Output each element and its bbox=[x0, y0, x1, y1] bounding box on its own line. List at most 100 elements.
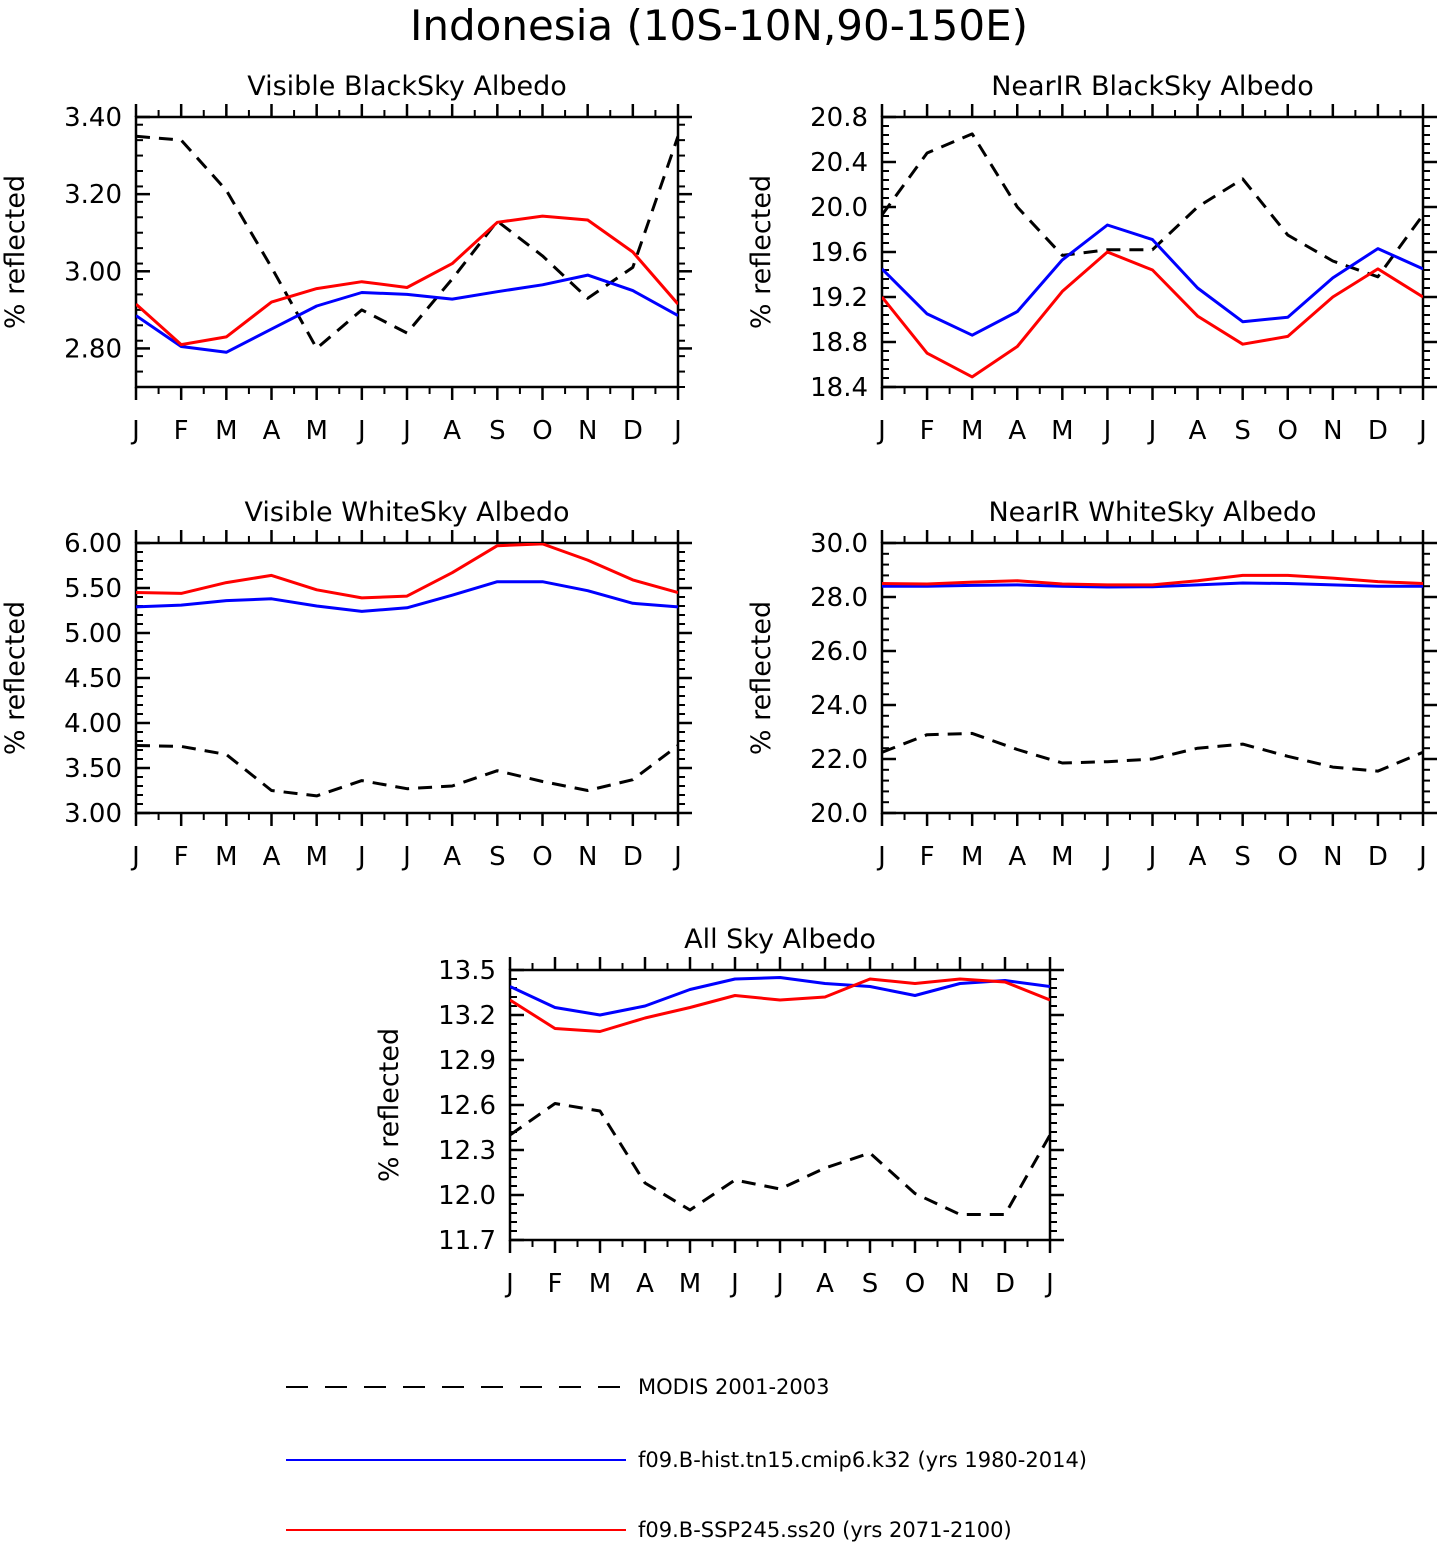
panel-title: Visible WhiteSky Albedo bbox=[244, 497, 569, 528]
x-tick-label: M bbox=[589, 1269, 611, 1299]
panel-title: Visible BlackSky Albedo bbox=[247, 71, 567, 102]
legend-item-f09-b-hist-tn15-cmip6-k32-yrs-1980-2014: f09.B-hist.tn15.cmip6.k32 (yrs 1980-2014… bbox=[286, 1448, 1087, 1472]
x-tick-label: A bbox=[263, 416, 281, 446]
series-line-f09-b-hist-tn15-cmip6-k32-yrs-1980-2014 bbox=[136, 580, 678, 613]
y-tick-label: 4.00 bbox=[64, 709, 122, 739]
x-tick-label: M bbox=[961, 842, 983, 872]
series-line-f09-b-ssp245-ss20-yrs-2071-2100 bbox=[136, 543, 678, 600]
series-line-f09-b-ssp245-ss20-yrs-2071-2100 bbox=[882, 250, 1423, 379]
y-tick-label: 13.5 bbox=[438, 956, 496, 986]
y-tick-label: 13.2 bbox=[438, 1001, 496, 1031]
y-tick-label: 5.50 bbox=[64, 574, 122, 604]
x-tick-label: J bbox=[1147, 416, 1157, 446]
x-tick-label: S bbox=[489, 842, 506, 872]
x-tick-label: M bbox=[1051, 842, 1073, 872]
x-tick-label: A bbox=[263, 842, 281, 872]
x-tick-label: J bbox=[401, 842, 411, 872]
y-tick-label: 28.0 bbox=[810, 583, 868, 613]
legend: MODIS 2001-2003 f09.B-hist.tn15.cmip6.k32… bbox=[286, 1375, 1087, 1542]
plot-frame bbox=[508, 968, 1052, 1242]
panel-title: NearIR BlackSky Albedo bbox=[991, 71, 1314, 102]
x-tick-label: F bbox=[174, 416, 189, 446]
series-line-f09-b-hist-tn15-cmip6-k32-yrs-1980-2014 bbox=[136, 273, 678, 354]
y-tick-label: 3.40 bbox=[64, 103, 122, 133]
figure-title: Indonesia (10S-10N,90-150E) bbox=[410, 1, 1028, 50]
x-tick-label: O bbox=[905, 1269, 925, 1299]
series-line-f09-b-hist-tn15-cmip6-k32-yrs-1980-2014 bbox=[882, 223, 1423, 337]
panel-title: NearIR WhiteSky Albedo bbox=[988, 497, 1316, 528]
y-tick-label: 18.4 bbox=[810, 373, 868, 403]
x-tick-label: O bbox=[532, 416, 552, 446]
y-tick-label: 11.7 bbox=[438, 1226, 496, 1256]
series-line-modis-2001-2003 bbox=[882, 731, 1423, 773]
x-tick-label: J bbox=[1044, 1269, 1054, 1299]
y-axis-label: % reflected bbox=[746, 175, 777, 329]
x-tick-label: S bbox=[1234, 842, 1251, 872]
y-tick-label: 18.8 bbox=[810, 328, 868, 358]
x-tick-label: A bbox=[1189, 416, 1207, 446]
legend-label: MODIS 2001-2003 bbox=[638, 1375, 829, 1399]
legend-item-modis-2001-2003: MODIS 2001-2003 bbox=[286, 1375, 829, 1399]
x-tick-label: O bbox=[1278, 842, 1298, 872]
y-tick-label: 4.50 bbox=[64, 664, 122, 694]
x-tick-label: J bbox=[1102, 842, 1112, 872]
x-tick-label: A bbox=[443, 842, 461, 872]
y-tick-label: 20.4 bbox=[810, 148, 868, 178]
x-tick-label: N bbox=[1323, 416, 1342, 446]
x-tick-label: D bbox=[1368, 416, 1388, 446]
series-line-modis-2001-2003 bbox=[136, 134, 678, 350]
x-tick-label: J bbox=[130, 416, 140, 446]
y-tick-label: 5.00 bbox=[64, 619, 122, 649]
series-line-modis-2001-2003 bbox=[136, 744, 678, 798]
y-tick-label: 19.2 bbox=[810, 283, 868, 313]
series-line-f09-b-ssp245-ss20-yrs-2071-2100 bbox=[136, 214, 678, 347]
x-tick-label: S bbox=[1234, 416, 1251, 446]
y-tick-label: 19.6 bbox=[810, 238, 868, 268]
plot-frame bbox=[134, 115, 680, 389]
series-line-f09-b-hist-tn15-cmip6-k32-yrs-1980-2014 bbox=[510, 976, 1050, 1017]
x-tick-label: A bbox=[816, 1269, 834, 1299]
series-line-f09-b-ssp245-ss20-yrs-2071-2100 bbox=[882, 573, 1423, 587]
y-axis-label: % reflected bbox=[746, 601, 777, 755]
x-tick-label: M bbox=[215, 842, 237, 872]
x-tick-label: A bbox=[636, 1269, 654, 1299]
series-line-f09-b-hist-tn15-cmip6-k32-yrs-1980-2014 bbox=[882, 581, 1423, 589]
series-line-f09-b-ssp245-ss20-yrs-2071-2100 bbox=[510, 977, 1050, 1033]
x-tick-label: M bbox=[961, 416, 983, 446]
x-tick-label: F bbox=[920, 842, 935, 872]
y-axis-label: % reflected bbox=[0, 601, 31, 755]
x-tick-label: N bbox=[578, 842, 597, 872]
x-tick-label: J bbox=[672, 842, 682, 872]
y-tick-label: 3.00 bbox=[64, 257, 122, 287]
y-tick-label: 12.6 bbox=[438, 1091, 496, 1121]
x-tick-label: A bbox=[1008, 842, 1026, 872]
x-tick-label: J bbox=[1417, 416, 1427, 446]
y-axis-label: % reflected bbox=[374, 1028, 405, 1182]
y-tick-label: 20.0 bbox=[810, 799, 868, 829]
y-tick-label: 6.00 bbox=[64, 529, 122, 559]
series-line-modis-2001-2003 bbox=[510, 1102, 1050, 1216]
x-tick-label: O bbox=[532, 842, 552, 872]
y-axis-label: % reflected bbox=[0, 175, 31, 329]
x-tick-label: S bbox=[862, 1269, 879, 1299]
y-tick-label: 3.00 bbox=[64, 799, 122, 829]
x-tick-label: J bbox=[356, 416, 366, 446]
x-tick-label: F bbox=[548, 1269, 563, 1299]
y-tick-label: 12.9 bbox=[438, 1046, 496, 1076]
x-tick-label: J bbox=[876, 416, 886, 446]
x-tick-label: J bbox=[356, 842, 366, 872]
x-tick-label: S bbox=[489, 416, 506, 446]
x-tick-label: F bbox=[920, 416, 935, 446]
x-tick-label: J bbox=[774, 1269, 784, 1299]
x-tick-label: J bbox=[1102, 416, 1112, 446]
x-tick-label: J bbox=[1417, 842, 1427, 872]
panel-title: All Sky Albedo bbox=[684, 924, 876, 955]
y-tick-label: 20.8 bbox=[810, 103, 868, 133]
x-tick-label: D bbox=[1368, 842, 1388, 872]
x-tick-label: O bbox=[1278, 416, 1298, 446]
